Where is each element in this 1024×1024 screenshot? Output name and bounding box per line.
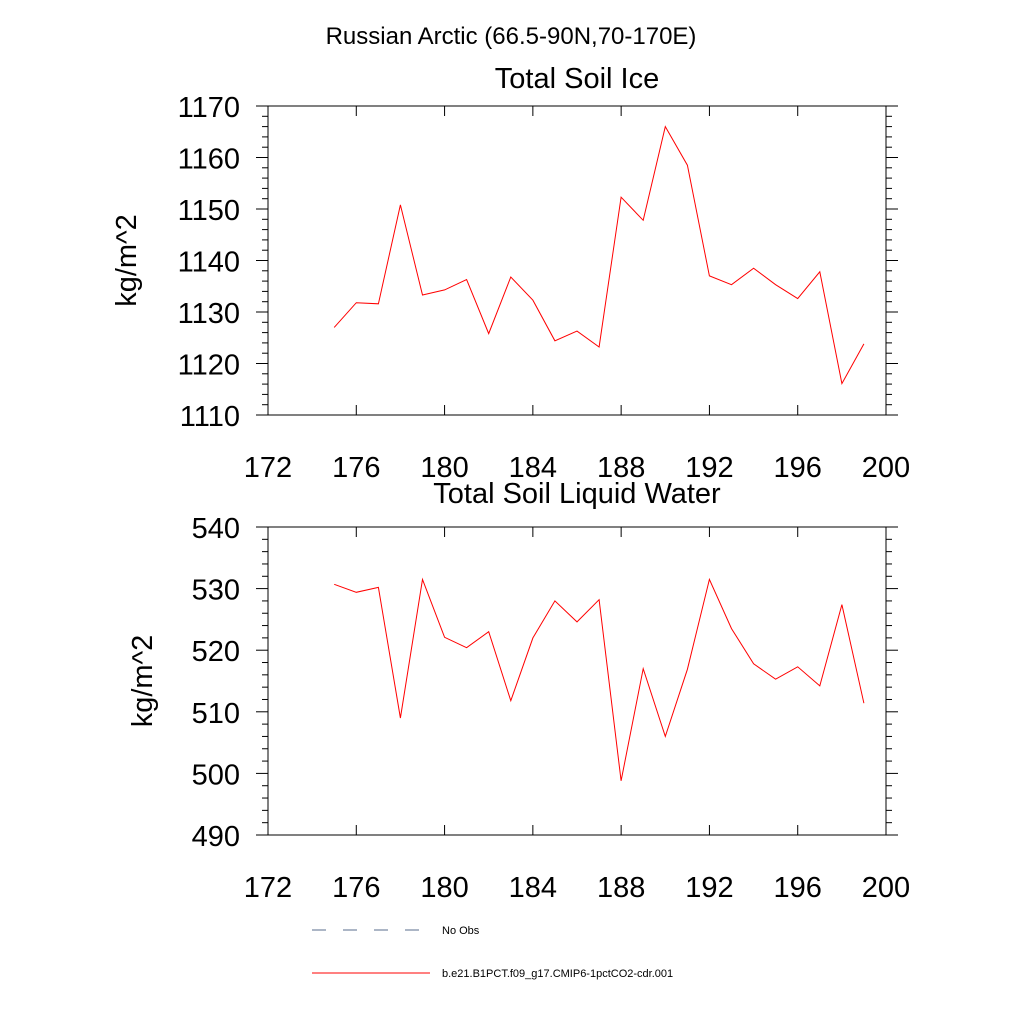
- y-tick-label: 530: [192, 575, 240, 607]
- y-tick-label: 1120: [178, 350, 240, 382]
- legend-label-no-obs: No Obs: [442, 925, 480, 937]
- x-tick-label: 172: [244, 452, 292, 484]
- x-tick-label: 176: [332, 452, 380, 484]
- series-line: [334, 577, 865, 781]
- plot-frame: [267, 526, 887, 836]
- chart-title: Total Soil Ice: [495, 63, 659, 95]
- y-tick-label: 1170: [178, 92, 240, 124]
- legend-label-model: b.e21.B1PCT.f09_g17.CMIP6-1pctCO2-cdr.00…: [442, 968, 673, 980]
- figure-supertitle: Russian Arctic (66.5-90N,70-170E): [326, 23, 697, 50]
- y-tick-label: 1150: [178, 195, 240, 227]
- y-tick-label: 1110: [180, 401, 240, 433]
- x-tick-label: 192: [685, 872, 733, 904]
- y-tick-label: 500: [192, 759, 240, 791]
- y-tick-label: 540: [192, 513, 240, 545]
- x-tick-label: 180: [420, 872, 468, 904]
- x-tick-label: 196: [774, 452, 822, 484]
- x-tick-label: 172: [244, 872, 292, 904]
- y-tick-label: 1160: [178, 144, 240, 176]
- y-axis-label: kg/m^2: [111, 214, 143, 307]
- legend: No Obs b.e21.B1PCT.f09_g17.CMIP6-1pctCO2…: [312, 925, 673, 980]
- x-tick-label: 180: [420, 452, 468, 484]
- x-tick-label: 192: [685, 452, 733, 484]
- plot-frame: [267, 105, 887, 416]
- x-tick-label: 188: [597, 872, 645, 904]
- y-tick-label: 1140: [178, 247, 240, 279]
- panel-soil-liquid-water: Total Soil Liquid Water 172 176 180 184 188 19…: [127, 478, 910, 904]
- panel-soil-ice: Total Soil Ice 172 176 180 184 188 192 196 200 11…: [111, 63, 910, 484]
- y-tick-label: 1130: [178, 298, 240, 330]
- series-line: [333, 125, 865, 386]
- x-tick-label: 176: [332, 872, 380, 904]
- chart-title: Total Soil Liquid Water: [433, 478, 721, 510]
- x-tick-label: 200: [862, 872, 910, 904]
- y-tick-label: 490: [192, 821, 240, 853]
- y-tick-label: 520: [192, 636, 240, 668]
- x-tick-label: 184: [509, 872, 557, 904]
- y-tick-label: 510: [192, 698, 240, 730]
- x-tick-label: 184: [509, 452, 557, 484]
- y-axis-label: kg/m^2: [127, 635, 159, 728]
- x-tick-label: 200: [862, 452, 910, 484]
- x-tick-label: 196: [774, 872, 822, 904]
- x-tick-label: 188: [597, 452, 645, 484]
